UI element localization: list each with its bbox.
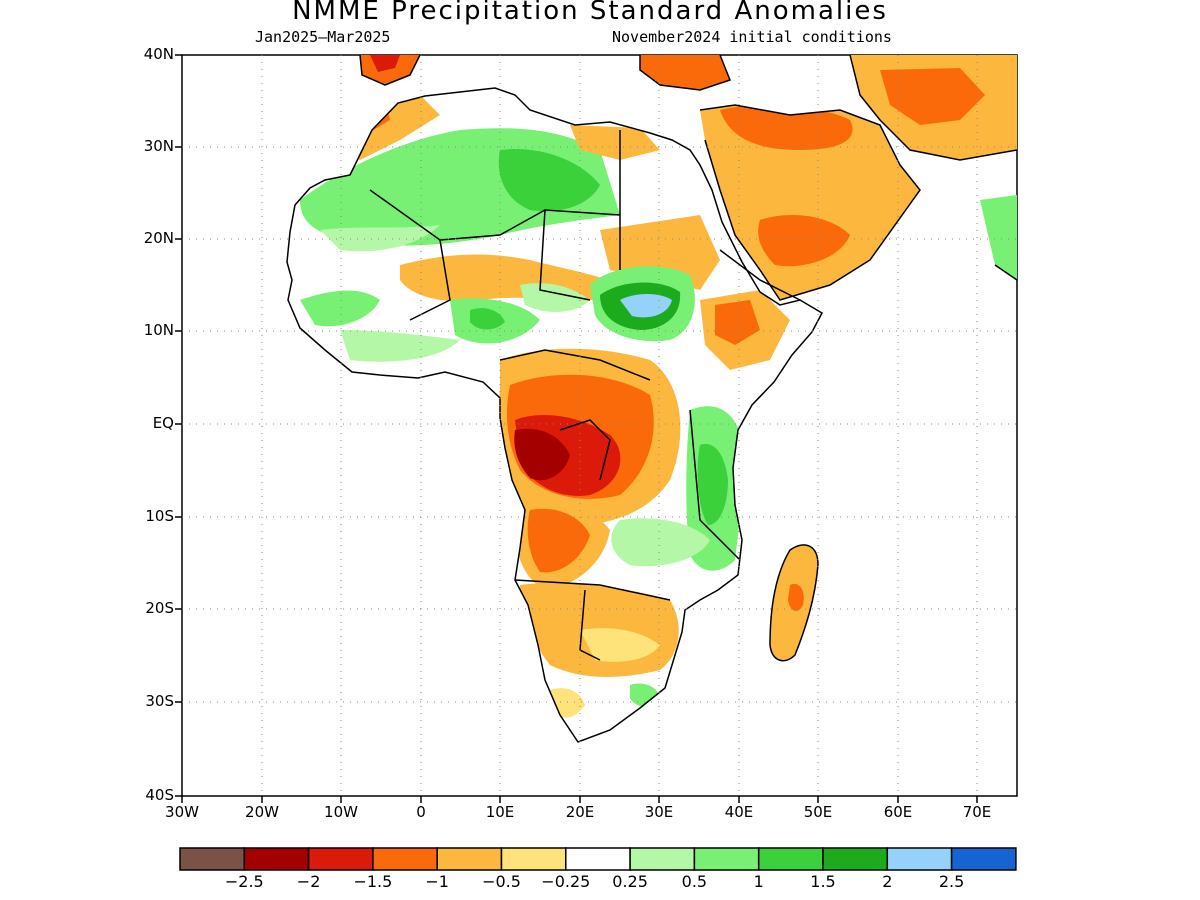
colorbar-swatch [757,847,824,871]
lon-label: 20E [565,803,595,821]
colorbar [179,847,1017,871]
colorbar-swatch [886,847,953,871]
lat-label: 30N [143,137,174,155]
lat-label: 20S [145,599,174,617]
colorbar-label: −0.25 [541,872,591,891]
valid-period: Jan2025–Mar2025 [255,28,391,46]
lon-label: 70E [962,803,992,821]
colorbar-label: 2 [882,872,893,891]
colorbar-label: 0.5 [681,872,708,891]
colorbar-label: 1.5 [810,872,836,891]
colorbar-swatch [950,847,1017,871]
lat-label: EQ [152,414,174,432]
initial-conditions: November2024 initial conditions [612,28,892,46]
lon-label: 0 [416,803,426,821]
lat-label: 40S [145,786,174,804]
lon-label: 30E [644,803,674,821]
colorbar-swatch [500,847,567,871]
lon-label: 60E [883,803,913,821]
lat-label: 10S [145,507,174,525]
colorbar-swatch [436,847,503,871]
colorbar-label: −1.5 [353,872,393,891]
colorbar-swatch [307,847,374,871]
lat-label: 20N [143,229,174,247]
lon-label: 50E [803,803,833,821]
colorbar-label: 0.25 [612,872,648,891]
colorbar-swatch [693,847,760,871]
lon-label: 20W [245,803,279,821]
lon-label: 30W [165,803,199,821]
colorbar-swatch [179,847,246,871]
colorbar-swatch [565,847,631,871]
colorbar-label: −2 [296,872,321,891]
colorbar-swatch [372,847,438,871]
colorbar-label: 1 [753,872,764,891]
colorbar-swatch [629,847,696,871]
colorbar-swatch [243,847,310,871]
coastline-layer [286,55,1017,743]
colorbar-label: −2.5 [224,872,264,891]
colorbar-swatch [822,847,889,871]
lat-label: 10N [143,321,174,339]
map-title: NMME Precipitation Standard Anomalies [292,0,888,26]
lon-label: 10W [324,803,358,821]
anomaly-fill-layer [300,55,1017,718]
lon-label: 10E [485,803,515,821]
axis-ticks [175,54,978,803]
colorbar-label: −1 [425,872,449,891]
lon-label: 40E [724,803,754,821]
colorbar-label: −0.5 [482,872,521,891]
lat-label: 30S [145,692,174,710]
colorbar-label: 2.5 [938,872,965,891]
lat-label: 40N [143,45,174,63]
